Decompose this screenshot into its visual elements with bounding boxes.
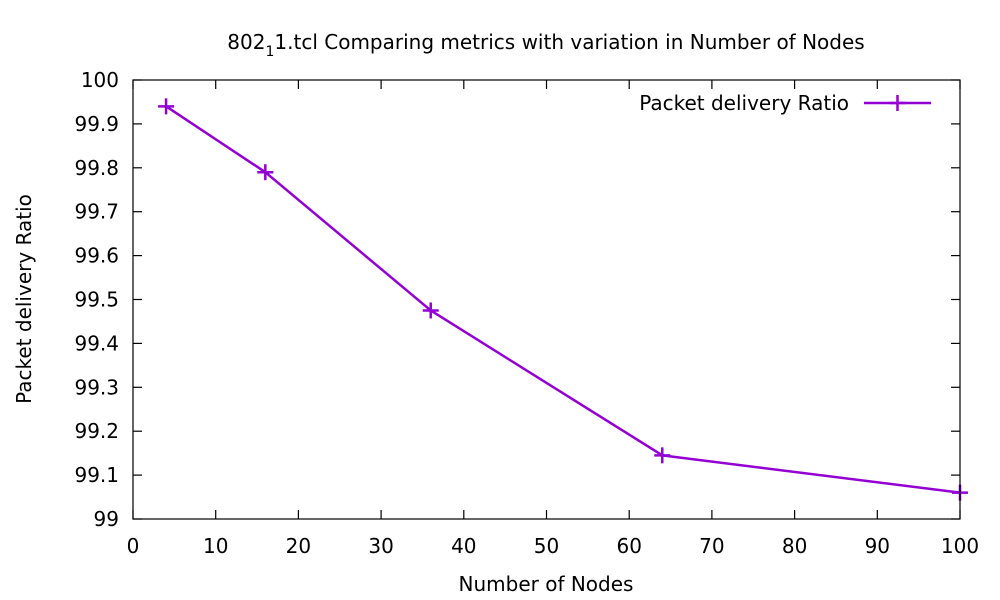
chart-title-main: 802 [227, 30, 265, 54]
x-tick-label: 40 [451, 534, 476, 558]
series-layer [158, 98, 968, 501]
y-tick-label: 99.4 [74, 331, 119, 355]
y-tick-label: 99 [94, 507, 119, 531]
x-tick-label: 60 [616, 534, 641, 558]
y-axis-title: Packet delivery Ratio [12, 194, 36, 404]
legend: Packet delivery Ratio [639, 91, 931, 115]
chart-title: 80211.tcl Comparing metrics with variati… [227, 30, 864, 60]
plot-frame [132, 79, 961, 520]
y-tick-label: 99.1 [74, 463, 119, 487]
x-tick-label: 10 [203, 534, 228, 558]
x-tick-label: 30 [368, 534, 393, 558]
y-tick-label: 99.5 [74, 288, 119, 312]
y-tick-label: 99.9 [74, 112, 119, 136]
legend-label: Packet delivery Ratio [639, 91, 849, 115]
x-tick-label: 70 [699, 534, 724, 558]
y-tick-label: 100 [81, 68, 119, 92]
axis-ticks: 0 10 20 30 40 50 60 70 80 90 100 99 99.1 99.2 99.3 99.4… [74, 68, 979, 558]
x-tick-label: 80 [782, 534, 807, 558]
x-tick-label: 50 [534, 534, 559, 558]
y-tick-label: 99.8 [74, 156, 119, 180]
x-tick-label: 100 [941, 534, 979, 558]
data-point [422, 302, 439, 319]
y-tick-label: 99.6 [74, 244, 119, 268]
x-tick-label: 20 [286, 534, 311, 558]
x-tick-label: 0 [127, 534, 140, 558]
chart-title-subscript: 1 [265, 44, 274, 60]
x-axis-title: Number of Nodes [459, 572, 634, 596]
chart-title-rest: 1.tcl Comparing metrics with variation i… [274, 30, 864, 54]
data-point [654, 447, 671, 464]
y-tick-label: 99.3 [74, 375, 119, 399]
data-point [158, 98, 175, 115]
y-tick-label: 99.7 [74, 200, 119, 224]
x-tick-label: 90 [865, 534, 890, 558]
data-point [257, 164, 274, 181]
y-tick-label: 99.2 [74, 419, 119, 443]
series-line [165, 105, 961, 494]
